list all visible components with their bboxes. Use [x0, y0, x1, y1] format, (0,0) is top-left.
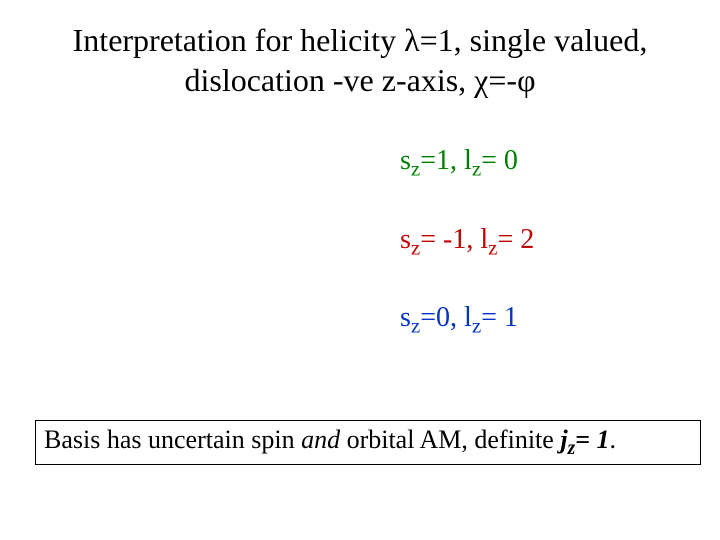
footer-mid: orbital AM, definite	[340, 425, 560, 454]
slide: Interpretation for helicity λ=1, single …	[0, 0, 720, 540]
title-pre: Interpretation for helicity	[73, 22, 404, 58]
footer-jz-eq: = 1	[575, 425, 609, 454]
title-lambda: λ=1	[404, 22, 454, 58]
slide-title: Interpretation for helicity λ=1, single …	[0, 20, 720, 100]
eq2-l-val: = 2	[497, 224, 534, 255]
eq3-l: l	[464, 302, 472, 333]
equation-row-2: sz= -1, lz= 2	[400, 224, 534, 261]
footer-box: Basis has uncertain spin and orbital AM,…	[35, 420, 701, 465]
eq2-l: l	[480, 224, 488, 255]
eq3-s-sub: z	[411, 314, 420, 338]
equation-list: sz=1, lz= 0 sz= -1, lz= 2 sz=0, lz= 1	[400, 145, 534, 381]
footer-and: and	[301, 425, 340, 454]
title-eq: =-	[488, 62, 517, 98]
footer-pre: Basis has uncertain spin	[44, 425, 301, 454]
eq3-l-sub: z	[472, 314, 481, 338]
eq3-l-val: = 1	[481, 302, 518, 333]
equation-row-3: sz=0, lz= 1	[400, 302, 534, 339]
eq1-l-sub: z	[472, 157, 481, 181]
eq2-s-sub: z	[411, 235, 420, 259]
footer-jz-j: j	[560, 425, 567, 454]
eq2-s: s	[400, 224, 411, 255]
eq1-s-sub: z	[411, 157, 420, 181]
equation-row-1: sz=1, lz= 0	[400, 145, 534, 182]
eq3-s: s	[400, 302, 411, 333]
title-chi: χ	[474, 62, 488, 98]
eq2-s-val: = -1,	[420, 224, 480, 255]
title-phi: φ	[517, 62, 535, 98]
eq1-s-val: =1,	[420, 145, 464, 176]
eq1-l: l	[464, 145, 472, 176]
eq1-s: s	[400, 145, 411, 176]
eq1-l-val: = 0	[481, 145, 518, 176]
eq3-s-val: =0,	[420, 302, 464, 333]
footer-dot: .	[609, 425, 616, 454]
